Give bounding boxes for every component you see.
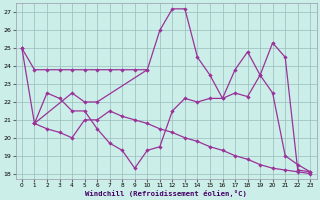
X-axis label: Windchill (Refroidissement éolien,°C): Windchill (Refroidissement éolien,°C) — [85, 190, 247, 197]
